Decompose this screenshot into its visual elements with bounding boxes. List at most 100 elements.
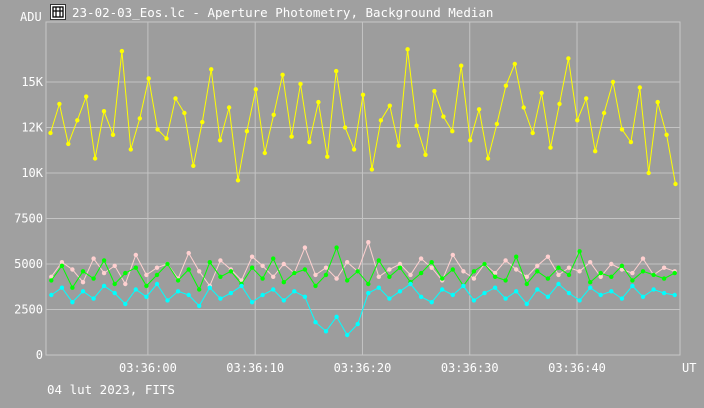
data-point xyxy=(313,320,318,325)
data-point xyxy=(535,269,540,274)
data-point xyxy=(492,285,498,290)
data-point xyxy=(450,292,455,298)
data-point xyxy=(672,292,677,298)
title-bar: 23-02-03_Eos.lc - Aperture Photometry, B… xyxy=(50,4,493,20)
data-point xyxy=(673,181,678,187)
data-point xyxy=(661,265,667,270)
data-point xyxy=(661,290,667,296)
data-point xyxy=(593,149,598,154)
data-point xyxy=(461,269,466,274)
data-point xyxy=(345,332,350,338)
data-point xyxy=(123,301,128,307)
data-point xyxy=(355,269,360,274)
data-point xyxy=(461,283,466,289)
series-3 xyxy=(49,245,677,292)
data-point xyxy=(630,283,635,289)
data-point xyxy=(281,298,286,303)
data-point xyxy=(524,274,529,279)
data-point xyxy=(366,290,371,296)
data-point xyxy=(450,252,455,258)
data-point xyxy=(59,263,65,268)
data-point xyxy=(244,129,250,134)
series-2 xyxy=(49,240,677,289)
data-point xyxy=(260,276,265,281)
data-point xyxy=(154,265,160,270)
data-point xyxy=(57,101,62,107)
data-point xyxy=(280,72,285,78)
data-point xyxy=(316,99,321,105)
data-point xyxy=(292,270,297,276)
data-point xyxy=(609,274,614,279)
data-point xyxy=(101,109,107,114)
data-point xyxy=(471,276,477,281)
data-point xyxy=(239,283,244,289)
data-point xyxy=(144,294,149,299)
data-point xyxy=(226,105,232,110)
data-point xyxy=(313,283,318,289)
plot-area xyxy=(45,21,681,356)
data-point xyxy=(482,261,487,267)
data-point xyxy=(110,132,116,137)
data-point xyxy=(197,303,202,309)
data-point xyxy=(173,96,178,101)
data-point xyxy=(207,260,212,265)
data-point xyxy=(577,269,582,274)
data-point xyxy=(49,278,54,283)
data-point xyxy=(49,292,54,298)
data-point xyxy=(503,296,508,301)
data-point xyxy=(101,258,107,263)
data-point xyxy=(397,261,403,267)
data-point xyxy=(137,116,142,121)
x-tick-label: 03:36:00 xyxy=(119,361,177,375)
data-point xyxy=(577,249,582,254)
data-point xyxy=(646,170,651,176)
data-point xyxy=(418,294,424,299)
data-point xyxy=(557,101,562,107)
data-point xyxy=(289,134,294,139)
data-point xyxy=(123,270,128,276)
data-point xyxy=(218,258,223,263)
data-point xyxy=(468,138,473,143)
data-point xyxy=(397,289,403,294)
data-point xyxy=(197,269,202,274)
data-point xyxy=(345,278,350,283)
data-point xyxy=(514,267,519,272)
data-point xyxy=(186,292,191,298)
data-point xyxy=(566,56,571,61)
data-point xyxy=(80,280,86,285)
data-point xyxy=(414,123,419,128)
y-tick-label: 12K xyxy=(21,121,43,135)
data-point xyxy=(598,270,603,276)
data-point xyxy=(387,267,392,272)
data-point xyxy=(217,138,223,143)
data-point xyxy=(512,61,517,67)
data-point xyxy=(154,281,160,287)
data-point xyxy=(471,269,477,274)
data-point xyxy=(91,296,96,301)
data-point xyxy=(80,289,86,294)
data-point xyxy=(429,260,434,265)
data-point xyxy=(271,287,276,292)
data-point xyxy=(351,147,357,152)
data-point xyxy=(292,289,297,294)
data-point xyxy=(440,287,445,292)
data-point xyxy=(92,156,98,161)
x-tick-label: 03:36:10 xyxy=(226,361,284,375)
data-point xyxy=(598,274,603,279)
data-point xyxy=(302,267,308,272)
data-point xyxy=(640,294,646,299)
data-point xyxy=(661,276,667,281)
data-point xyxy=(112,263,117,268)
data-point xyxy=(556,265,561,270)
series-line xyxy=(50,246,675,291)
data-point xyxy=(112,281,117,287)
data-point xyxy=(376,258,381,263)
data-point xyxy=(494,121,500,127)
data-point xyxy=(459,63,464,68)
data-point xyxy=(408,281,413,287)
data-point xyxy=(387,296,392,301)
data-point xyxy=(482,290,487,296)
data-point xyxy=(298,81,303,87)
data-point xyxy=(619,296,625,301)
